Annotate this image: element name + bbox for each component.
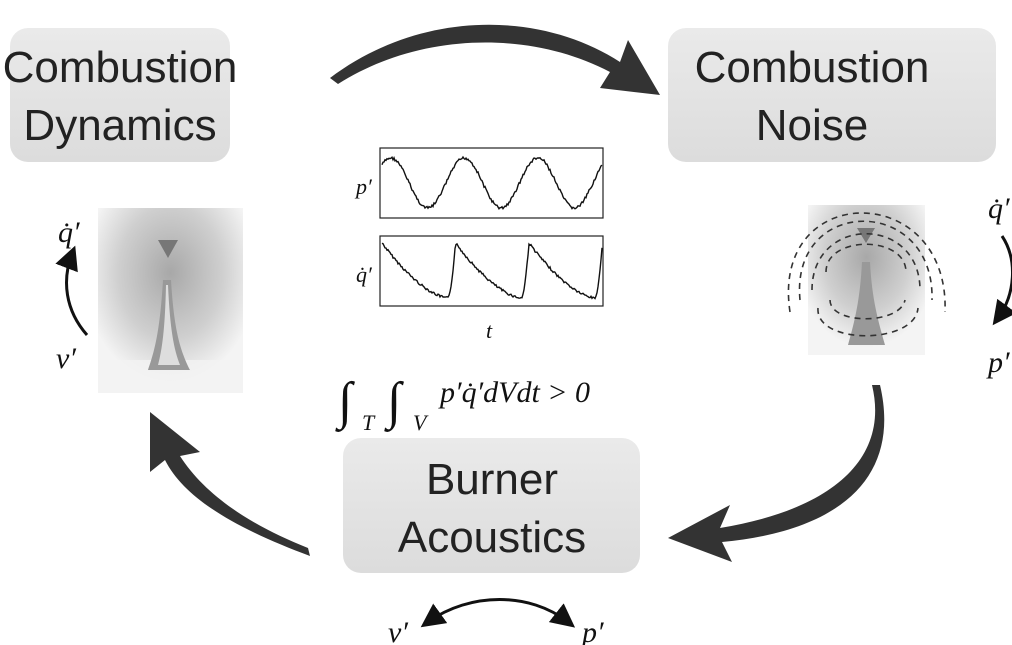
symbol: p′	[580, 616, 604, 645]
node-label: Combustion	[695, 43, 930, 92]
symbol: q̇′	[58, 216, 80, 249]
arrow	[668, 385, 885, 562]
plot-label: p′	[354, 174, 373, 199]
signal-trace	[381, 155, 603, 211]
node-label: Noise	[756, 101, 869, 150]
flame-image	[787, 205, 946, 355]
flame-image	[98, 208, 243, 393]
coupling-arrow	[420, 598, 576, 628]
symbol: v′	[56, 342, 76, 375]
cycle-arrow	[992, 235, 1012, 326]
node-label: Acoustics	[398, 513, 586, 562]
symbol: v′	[388, 616, 408, 645]
equation-body: p′q̇′dVdt > 0	[438, 376, 590, 409]
integral: ∫	[384, 373, 404, 432]
symbol: p′	[986, 346, 1010, 379]
arrow	[330, 24, 660, 95]
node-label: Combustion	[3, 43, 238, 92]
node-label: Dynamics	[23, 101, 216, 150]
node-combustion-dynamics: Combustion Dynamics	[3, 28, 238, 162]
node-burner-acoustics: Burner Acoustics	[343, 438, 640, 573]
node-box	[10, 28, 230, 162]
subscript: T	[362, 410, 376, 435]
signal-trace	[381, 242, 603, 300]
node-box	[668, 28, 996, 162]
symbol: q̇′	[988, 192, 1010, 225]
plot-axis-label: t	[486, 318, 493, 343]
subscript: V	[413, 410, 429, 435]
node-label: Burner	[426, 455, 558, 504]
arrow	[150, 412, 310, 556]
plot-label: q̇′	[356, 262, 373, 287]
plot-frame	[379, 147, 604, 219]
cycle-arrow	[55, 245, 89, 336]
node-combustion-noise: Combustion Noise	[668, 28, 996, 162]
plot-frame	[379, 235, 604, 307]
equation: ∫ T ∫ V p′q̇′dVdt > 0	[335, 373, 590, 435]
integral: ∫	[335, 373, 355, 432]
node-box	[343, 438, 640, 573]
